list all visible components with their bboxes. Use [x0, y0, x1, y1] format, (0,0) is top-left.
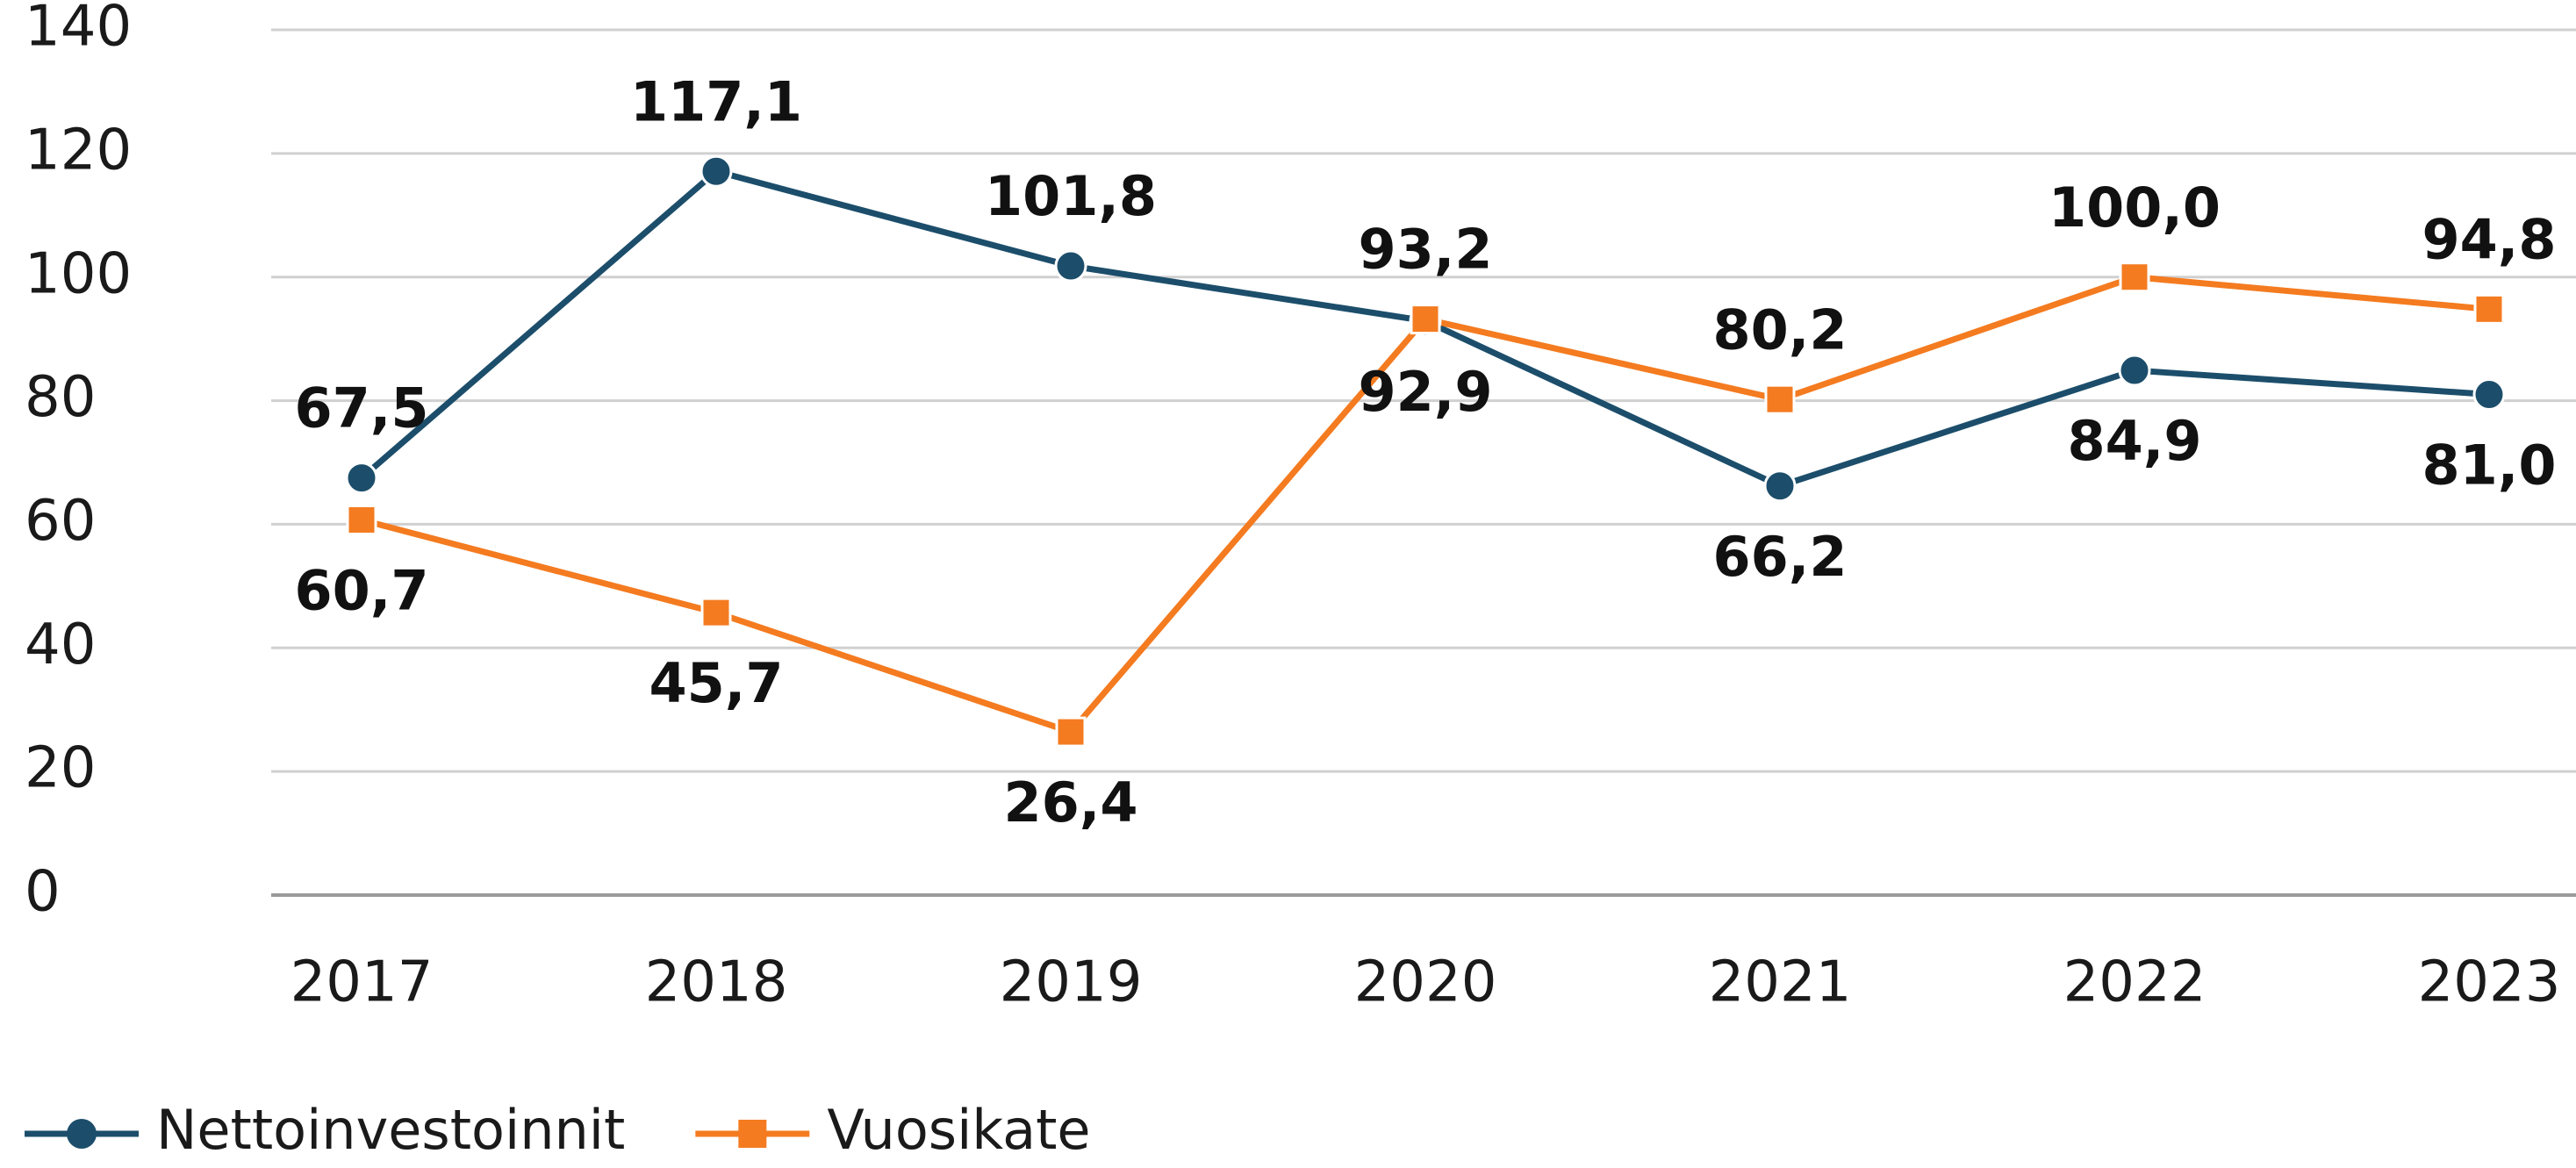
y-tick-label: 140: [25, 0, 132, 60]
y-tick-label: 20: [25, 736, 96, 801]
point: [700, 154, 733, 188]
value-label: 93,2: [1359, 218, 1493, 282]
y-tick-label: 0: [25, 860, 61, 925]
point: [2118, 354, 2151, 387]
value-label: 45,7: [649, 651, 784, 715]
value-label: 80,2: [1713, 297, 1848, 362]
value-label: 26,4: [1004, 770, 1138, 835]
legend-item: Nettoinvestoinnit: [25, 1098, 625, 1162]
point: [700, 597, 732, 628]
value-label: 60,7: [295, 559, 429, 623]
value-label: 66,2: [1713, 525, 1848, 589]
point: [1055, 716, 1087, 748]
x-tick-label: 2021: [1709, 950, 1852, 1015]
value-label: 117,1: [630, 69, 802, 133]
point: [2119, 262, 2150, 293]
point: [2473, 293, 2505, 325]
point: [346, 504, 377, 535]
x-tick-label: 2020: [1354, 950, 1497, 1015]
x-tick-label: 2017: [291, 950, 434, 1015]
legend-label: Vuosikate: [827, 1098, 1090, 1162]
point: [1054, 249, 1087, 283]
value-label: 81,0: [2422, 434, 2557, 498]
y-tick-label: 60: [25, 489, 96, 554]
point: [1410, 304, 1441, 335]
value-label: 100,0: [2049, 176, 2221, 240]
y-tick-label: 120: [25, 118, 132, 183]
x-tick-label: 2018: [645, 950, 788, 1015]
x-tick-label: 2019: [1000, 950, 1143, 1015]
legend-marker: [67, 1119, 97, 1149]
point: [1764, 383, 1796, 415]
y-tick-label: 80: [25, 365, 96, 430]
x-tick-label: 2022: [2063, 950, 2206, 1015]
value-label: 92,9: [1359, 360, 1493, 424]
y-tick-label: 100: [25, 241, 132, 306]
value-label: 94,8: [2422, 207, 2557, 271]
x-tick-label: 2023: [2418, 950, 2561, 1015]
legend-item: Vuosikate: [695, 1098, 1091, 1162]
value-label: 67,5: [295, 376, 429, 441]
y-tick-label: 40: [25, 613, 96, 677]
legend-label: Nettoinvestoinnit: [156, 1098, 625, 1162]
point: [2472, 378, 2506, 412]
value-label: 101,8: [985, 164, 1157, 228]
point: [345, 462, 378, 495]
value-label: 84,9: [2068, 409, 2202, 473]
point: [1763, 469, 1797, 503]
legend-marker: [738, 1120, 767, 1148]
